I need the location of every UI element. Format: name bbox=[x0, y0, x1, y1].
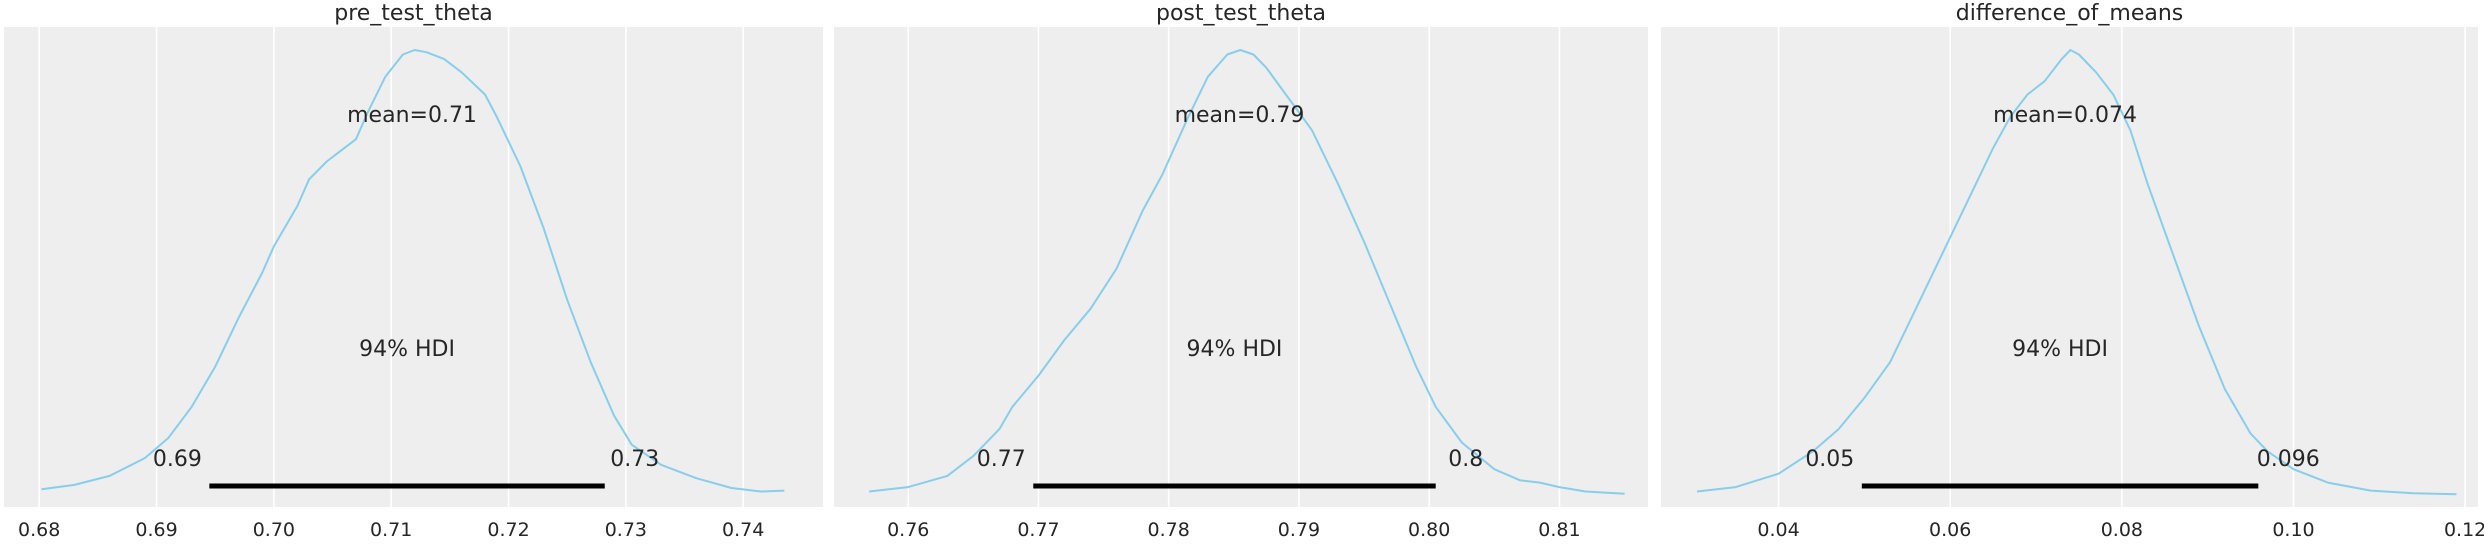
density-curve bbox=[1696, 49, 2457, 496]
x-tick-label: 0.10 bbox=[2272, 519, 2314, 541]
hdi-low-label: 0.77 bbox=[977, 447, 1026, 472]
x-tick-label: 0.68 bbox=[18, 519, 60, 541]
mean-label: mean=0.074 bbox=[1993, 103, 2137, 128]
x-tick-label: 0.80 bbox=[1408, 519, 1450, 541]
plot-background bbox=[834, 27, 1648, 507]
x-tick-label: 0.78 bbox=[1148, 519, 1190, 541]
panel-title: pre_test_theta bbox=[334, 1, 493, 26]
x-tick-label: 0.06 bbox=[1929, 519, 1971, 541]
x-tick-label: 0.69 bbox=[135, 519, 177, 541]
mean-label: mean=0.79 bbox=[1175, 103, 1305, 128]
hdi-high-label: 0.73 bbox=[610, 447, 659, 472]
x-tick-label: 0.74 bbox=[722, 519, 764, 541]
hdi-label: 94% HDI bbox=[1187, 337, 1283, 362]
x-tick-label: 0.08 bbox=[2101, 519, 2143, 541]
hdi-label: 94% HDI bbox=[359, 337, 455, 362]
hdi-high-label: 0.8 bbox=[1448, 447, 1483, 472]
plot-background bbox=[1661, 27, 2478, 507]
panel-3: 0.04 0.06 0.08 0.10 0.12 0.05 0.096 94% HDI mean… bbox=[1661, 1, 2484, 541]
x-tick-label: 0.76 bbox=[887, 519, 929, 541]
x-tick-label: 0.04 bbox=[1757, 519, 1799, 541]
density-curve bbox=[41, 49, 785, 493]
x-tick-label: 0.81 bbox=[1538, 519, 1580, 541]
panel-1: 0.68 0.69 0.70 0.71 0.72 0.73 0.74 0.69 0.73 94% … bbox=[4, 1, 823, 541]
mean-label: mean=0.71 bbox=[347, 103, 477, 128]
hdi-low-label: 0.05 bbox=[1805, 447, 1854, 472]
x-tick-label: 0.71 bbox=[370, 519, 412, 541]
x-tick-label: 0.79 bbox=[1278, 519, 1320, 541]
density-curve bbox=[869, 49, 1625, 495]
plot-background bbox=[4, 27, 823, 507]
panel-title: difference_of_means bbox=[1956, 1, 2184, 26]
x-tick-label: 0.72 bbox=[487, 519, 529, 541]
x-tick-label: 0.12 bbox=[2444, 519, 2484, 541]
hdi-low-label: 0.69 bbox=[153, 447, 202, 472]
panel-2: 0.76 0.77 0.78 0.79 0.80 0.81 0.77 0.8 94% HDI me… bbox=[834, 1, 1648, 541]
panel-title: post_test_theta bbox=[1156, 1, 1326, 26]
x-tick-label: 0.70 bbox=[253, 519, 295, 541]
hdi-label: 94% HDI bbox=[2012, 337, 2108, 362]
hdi-high-label: 0.096 bbox=[2257, 447, 2320, 472]
x-tick-label: 0.77 bbox=[1017, 519, 1059, 541]
x-tick-label: 0.73 bbox=[605, 519, 647, 541]
